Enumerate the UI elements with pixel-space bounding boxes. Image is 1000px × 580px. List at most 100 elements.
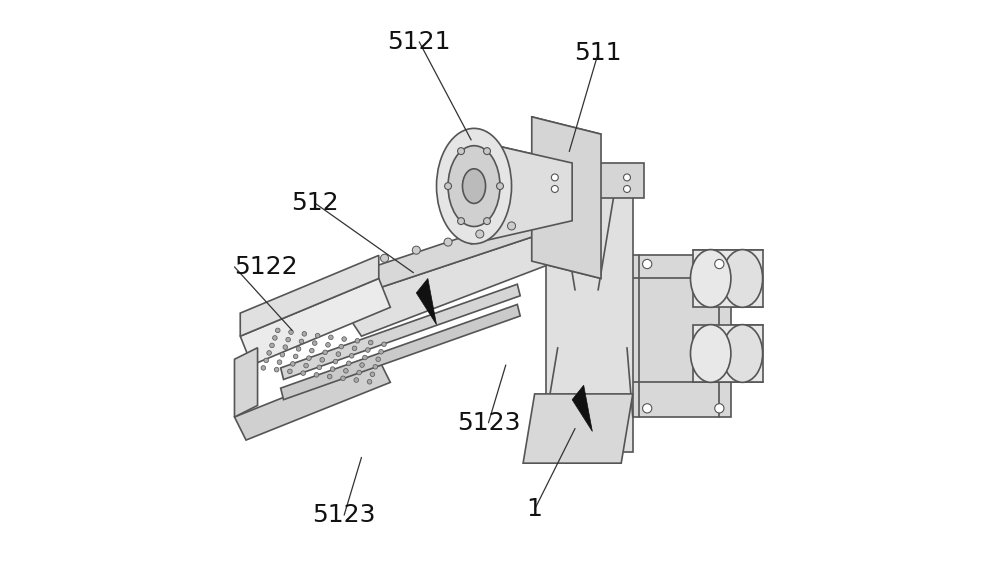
- Circle shape: [315, 334, 320, 338]
- Circle shape: [643, 404, 652, 413]
- Circle shape: [381, 254, 389, 262]
- Circle shape: [273, 336, 277, 340]
- Circle shape: [484, 148, 490, 155]
- Circle shape: [312, 341, 317, 346]
- Circle shape: [336, 351, 341, 356]
- Circle shape: [370, 372, 375, 376]
- Ellipse shape: [690, 249, 731, 307]
- Circle shape: [270, 343, 274, 348]
- Circle shape: [301, 371, 305, 375]
- Circle shape: [286, 338, 290, 342]
- Circle shape: [323, 350, 327, 354]
- Circle shape: [624, 186, 630, 193]
- Circle shape: [288, 369, 292, 374]
- Circle shape: [444, 238, 452, 246]
- Polygon shape: [523, 394, 633, 463]
- Text: 1: 1: [527, 497, 543, 521]
- Ellipse shape: [722, 249, 763, 307]
- Circle shape: [317, 365, 322, 369]
- Polygon shape: [535, 163, 644, 198]
- Circle shape: [551, 174, 558, 181]
- Ellipse shape: [722, 325, 763, 382]
- Circle shape: [310, 349, 314, 353]
- Circle shape: [715, 404, 724, 413]
- Circle shape: [329, 335, 333, 340]
- Circle shape: [551, 186, 558, 193]
- Circle shape: [290, 361, 295, 366]
- Polygon shape: [234, 348, 258, 417]
- Circle shape: [314, 372, 319, 377]
- Polygon shape: [471, 140, 572, 244]
- Circle shape: [344, 368, 348, 373]
- Circle shape: [330, 367, 335, 371]
- Circle shape: [458, 148, 465, 155]
- Text: 511: 511: [574, 41, 622, 66]
- Polygon shape: [627, 255, 731, 417]
- Polygon shape: [572, 385, 592, 432]
- Circle shape: [354, 378, 359, 382]
- Circle shape: [296, 347, 301, 351]
- Circle shape: [373, 364, 378, 369]
- Circle shape: [368, 340, 373, 345]
- Circle shape: [274, 367, 279, 372]
- Circle shape: [376, 357, 381, 361]
- Polygon shape: [338, 232, 558, 336]
- Text: 5122: 5122: [234, 255, 298, 279]
- Circle shape: [275, 328, 280, 333]
- Circle shape: [289, 330, 293, 335]
- Circle shape: [261, 365, 266, 370]
- Circle shape: [267, 350, 271, 355]
- Circle shape: [476, 230, 484, 238]
- Ellipse shape: [437, 128, 512, 244]
- Polygon shape: [338, 209, 546, 302]
- Text: 5123: 5123: [312, 503, 376, 527]
- Polygon shape: [693, 325, 763, 382]
- Circle shape: [346, 361, 351, 365]
- Circle shape: [458, 218, 465, 224]
- Circle shape: [280, 352, 285, 357]
- Circle shape: [715, 259, 724, 269]
- Circle shape: [352, 346, 357, 350]
- Polygon shape: [416, 278, 437, 325]
- Circle shape: [382, 342, 386, 347]
- Circle shape: [302, 332, 307, 336]
- Text: 512: 512: [291, 191, 339, 215]
- Circle shape: [349, 353, 354, 358]
- Circle shape: [277, 360, 282, 364]
- Text: 5121: 5121: [387, 30, 451, 54]
- Circle shape: [357, 370, 361, 375]
- Circle shape: [339, 345, 344, 349]
- Circle shape: [326, 343, 330, 347]
- Circle shape: [333, 359, 338, 364]
- Circle shape: [327, 374, 332, 379]
- Circle shape: [341, 376, 345, 380]
- Polygon shape: [240, 255, 379, 336]
- Circle shape: [412, 246, 420, 254]
- Polygon shape: [240, 278, 390, 365]
- Polygon shape: [234, 359, 390, 440]
- Text: 5123: 5123: [457, 411, 520, 435]
- Circle shape: [299, 339, 304, 344]
- Circle shape: [643, 259, 652, 269]
- Circle shape: [366, 348, 370, 352]
- Circle shape: [293, 354, 298, 358]
- Circle shape: [484, 218, 490, 224]
- Circle shape: [342, 337, 346, 342]
- Polygon shape: [546, 186, 633, 452]
- Ellipse shape: [462, 169, 486, 204]
- Circle shape: [367, 379, 372, 384]
- Polygon shape: [532, 117, 601, 278]
- Circle shape: [363, 355, 367, 360]
- Circle shape: [320, 357, 325, 362]
- Polygon shape: [281, 284, 520, 379]
- Ellipse shape: [690, 325, 731, 382]
- Polygon shape: [693, 249, 763, 307]
- Circle shape: [283, 345, 288, 350]
- Circle shape: [624, 174, 630, 181]
- Circle shape: [360, 362, 364, 367]
- Circle shape: [445, 183, 452, 190]
- Ellipse shape: [448, 146, 500, 227]
- Circle shape: [264, 358, 269, 362]
- Circle shape: [304, 363, 308, 368]
- Circle shape: [508, 222, 516, 230]
